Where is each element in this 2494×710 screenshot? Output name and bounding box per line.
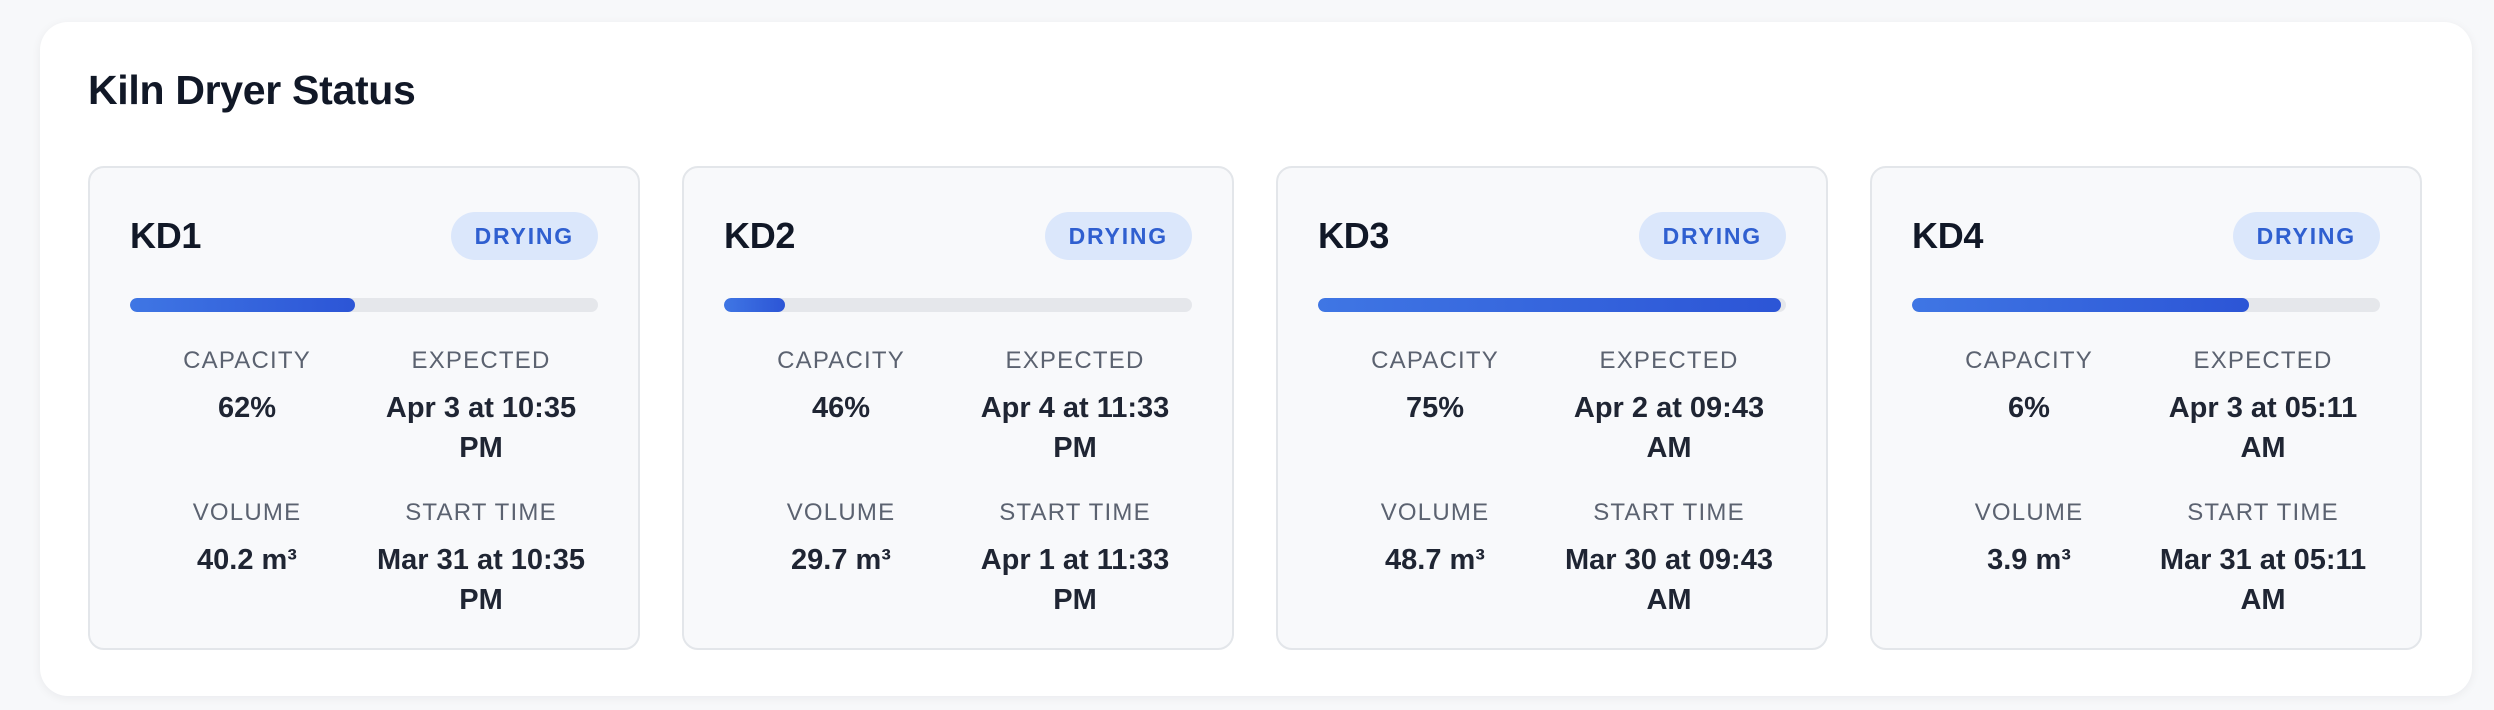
- capacity-stat: CAPACITY 6%: [1912, 346, 2146, 468]
- status-badge: DRYING: [2232, 212, 2380, 260]
- start-time-value: Apr 1 at 11:33 PM: [980, 544, 1170, 616]
- capacity-label: CAPACITY: [1371, 347, 1499, 374]
- expected-stat: EXPECTED Apr 4 at 11:33 PM: [958, 346, 1192, 468]
- start-time-stat: START TIME Mar 30 at 09:43 AM: [1552, 498, 1786, 620]
- expected-stat: EXPECTED Apr 2 at 09:43 AM: [1552, 346, 1786, 468]
- capacity-value: 62%: [217, 392, 277, 424]
- panel-title: Kiln Dryer Status: [88, 67, 416, 113]
- capacity-label: CAPACITY: [777, 347, 905, 374]
- start-time-stat: START TIME Apr 1 at 11:33 PM: [958, 498, 1192, 620]
- kiln-card-header: KD3 DRYING: [1318, 212, 1786, 260]
- expected-label: EXPECTED: [1005, 347, 1145, 374]
- start-time-label: START TIME: [1593, 499, 1745, 526]
- status-badge: DRYING: [1638, 212, 1786, 260]
- capacity-value: 46%: [811, 392, 871, 424]
- status-badge: DRYING: [450, 212, 598, 260]
- capacity-value: 75%: [1405, 392, 1465, 424]
- drying-progress-bar: [1912, 298, 2380, 312]
- expected-value: Apr 3 at 05:11 AM: [2168, 392, 2358, 464]
- kiln-card-kd4[interactable]: KD4 DRYING CAPACITY 6% EXPECTED Apr 3 at…: [1870, 166, 2422, 650]
- kiln-card-header: KD4 DRYING: [1912, 212, 2380, 260]
- kiln-stats: CAPACITY 46% EXPECTED Apr 4 at 11:33 PM …: [724, 346, 1192, 620]
- start-time-label: START TIME: [2187, 499, 2339, 526]
- volume-value: 40.2 m³: [197, 544, 297, 576]
- expected-label: EXPECTED: [1599, 347, 1739, 374]
- kiln-card-kd2[interactable]: KD2 DRYING CAPACITY 46% EXPECTED Apr 4 a…: [682, 166, 1234, 650]
- volume-value: 29.7 m³: [791, 544, 891, 576]
- volume-label: VOLUME: [1974, 499, 2084, 526]
- start-time-value: Mar 31 at 05:11 AM: [2159, 544, 2367, 616]
- kiln-name: KD4: [1912, 215, 1984, 256]
- kiln-name: KD1: [130, 215, 202, 256]
- expected-value: Apr 3 at 10:35 PM: [385, 392, 577, 464]
- expected-stat: EXPECTED Apr 3 at 10:35 PM: [364, 346, 598, 468]
- volume-stat: VOLUME 40.2 m³: [130, 498, 364, 620]
- kiln-name: KD2: [724, 215, 796, 256]
- expected-label: EXPECTED: [411, 347, 551, 374]
- drying-progress-fill: [724, 298, 785, 312]
- volume-stat: VOLUME 3.9 m³: [1912, 498, 2146, 620]
- drying-progress-fill: [130, 298, 355, 312]
- volume-stat: VOLUME 48.7 m³: [1318, 498, 1552, 620]
- capacity-stat: CAPACITY 75%: [1318, 346, 1552, 468]
- start-time-label: START TIME: [999, 499, 1151, 526]
- kiln-dryer-status-panel: Kiln Dryer Status KD1 DRYING CAPACITY 62…: [40, 22, 2472, 696]
- capacity-stat: CAPACITY 46%: [724, 346, 958, 468]
- start-time-stat: START TIME Mar 31 at 10:35 PM: [364, 498, 598, 620]
- capacity-stat: CAPACITY 62%: [130, 346, 364, 468]
- kiln-stats: CAPACITY 75% EXPECTED Apr 2 at 09:43 AM …: [1318, 346, 1786, 620]
- start-time-value: Mar 31 at 10:35 PM: [377, 544, 585, 616]
- capacity-value: 6%: [2008, 392, 2050, 424]
- expected-label: EXPECTED: [2193, 347, 2333, 374]
- expected-value: Apr 2 at 09:43 AM: [1573, 392, 1765, 464]
- kiln-card-kd3[interactable]: KD3 DRYING CAPACITY 75% EXPECTED Apr 2 a…: [1276, 166, 1828, 650]
- drying-progress-fill: [1318, 298, 1782, 312]
- volume-label: VOLUME: [786, 499, 896, 526]
- start-time-label: START TIME: [405, 499, 557, 526]
- kiln-card-kd1[interactable]: KD1 DRYING CAPACITY 62% EXPECTED Apr 3 a…: [88, 166, 640, 650]
- kiln-name: KD3: [1318, 215, 1390, 256]
- volume-stat: VOLUME 29.7 m³: [724, 498, 958, 620]
- capacity-label: CAPACITY: [1965, 347, 2093, 374]
- expected-value: Apr 4 at 11:33 PM: [980, 392, 1170, 464]
- drying-progress-bar: [1318, 298, 1786, 312]
- volume-value: 3.9 m³: [1987, 544, 2071, 576]
- expected-stat: EXPECTED Apr 3 at 05:11 AM: [2146, 346, 2380, 468]
- capacity-label: CAPACITY: [183, 347, 311, 374]
- kiln-stats: CAPACITY 6% EXPECTED Apr 3 at 05:11 AM V…: [1912, 346, 2380, 620]
- volume-label: VOLUME: [192, 499, 302, 526]
- start-time-stat: START TIME Mar 31 at 05:11 AM: [2146, 498, 2380, 620]
- start-time-value: Mar 30 at 09:43 AM: [1565, 544, 1773, 616]
- kiln-card-list: KD1 DRYING CAPACITY 62% EXPECTED Apr 3 a…: [88, 166, 2424, 650]
- volume-value: 48.7 m³: [1385, 544, 1485, 576]
- drying-progress-fill: [1912, 298, 2249, 312]
- volume-label: VOLUME: [1380, 499, 1490, 526]
- drying-progress-bar: [724, 298, 1192, 312]
- status-badge: DRYING: [1044, 212, 1192, 260]
- kiln-card-header: KD1 DRYING: [130, 212, 598, 260]
- kiln-card-header: KD2 DRYING: [724, 212, 1192, 260]
- kiln-stats: CAPACITY 62% EXPECTED Apr 3 at 10:35 PM …: [130, 346, 598, 620]
- drying-progress-bar: [130, 298, 598, 312]
